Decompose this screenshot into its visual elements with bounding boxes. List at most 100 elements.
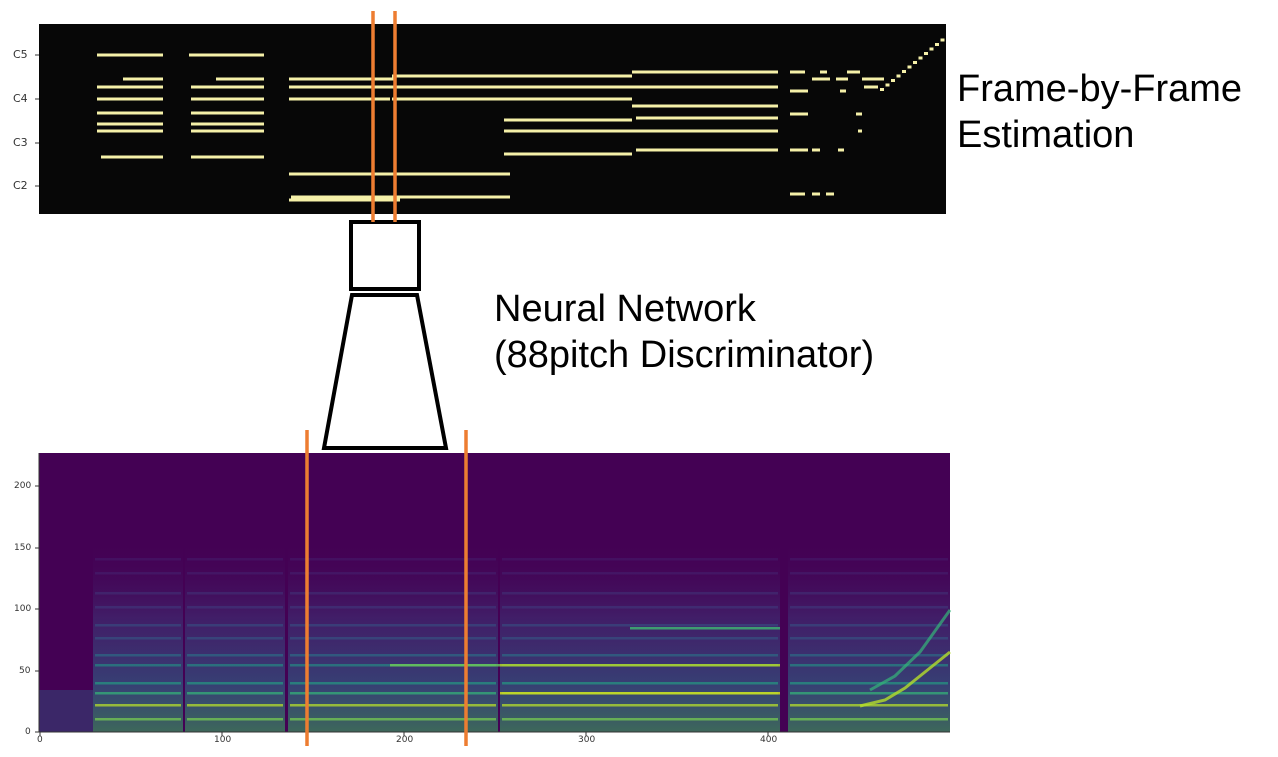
pianoroll-note bbox=[929, 47, 934, 51]
spectrogram-harmonic bbox=[187, 558, 283, 561]
pianoroll-note bbox=[636, 148, 778, 152]
spectrogram-harmonic bbox=[187, 664, 283, 667]
spectrogram-burst bbox=[288, 540, 498, 732]
spectrogram-ytick: 200 bbox=[14, 481, 32, 491]
pianoroll-note bbox=[891, 79, 895, 82]
spectrogram-burst bbox=[788, 540, 950, 732]
spectrogram-harmonic bbox=[500, 692, 780, 695]
spectrogram-chirp bbox=[859, 650, 951, 708]
spectrogram-harmonic bbox=[290, 654, 496, 657]
pianoroll-note bbox=[191, 129, 264, 133]
spectrogram-xtick: 100 bbox=[214, 735, 232, 745]
spectrogram-harmonic bbox=[95, 624, 181, 627]
spectrogram-harmonic bbox=[290, 704, 496, 707]
spectrogram-harmonic bbox=[290, 718, 496, 721]
spectrogram-harmonic bbox=[290, 572, 496, 575]
spectrogram-harmonic bbox=[95, 637, 181, 640]
pianoroll-note bbox=[291, 195, 510, 199]
spectrogram-ytick: 0 bbox=[25, 727, 31, 737]
spectrogram-xtick: 400 bbox=[760, 735, 778, 745]
pianoroll-note bbox=[191, 97, 264, 101]
spectrogram-harmonic bbox=[95, 718, 181, 721]
pianoroll-ytick: C5 bbox=[13, 48, 28, 61]
pianoroll-note bbox=[864, 85, 878, 89]
pianoroll-note bbox=[790, 112, 808, 116]
spectrogram-axes bbox=[35, 453, 950, 736]
spectrogram-ytick: 100 bbox=[14, 604, 32, 614]
spectrogram-burst bbox=[39, 690, 93, 732]
pianoroll-note bbox=[790, 192, 805, 196]
pianoroll-ytick: C3 bbox=[13, 136, 28, 149]
spectrogram-harmonic bbox=[290, 624, 496, 627]
spectrogram-harmonic bbox=[95, 692, 181, 695]
spectrogram-harmonic bbox=[790, 664, 948, 667]
pianoroll-panel bbox=[35, 24, 946, 214]
spectrogram-harmonic bbox=[290, 592, 496, 595]
neural-network-label: Neural Network (88pitch Discriminator) bbox=[494, 286, 874, 378]
pianoroll-note bbox=[896, 74, 901, 78]
spectrogram-harmonic bbox=[390, 664, 500, 667]
spectrogram-harmonic bbox=[290, 558, 496, 561]
spectrogram-bursts bbox=[39, 540, 950, 732]
pianoroll-note bbox=[885, 83, 890, 87]
frame-by-frame-line-1: Frame-by-Frame bbox=[957, 68, 1243, 110]
pianoroll-note bbox=[289, 97, 390, 101]
spectrogram-harmonic bbox=[187, 637, 283, 640]
pianoroll-note bbox=[862, 77, 884, 81]
spectrogram-harmonic bbox=[187, 718, 283, 721]
pianoroll-note bbox=[97, 129, 163, 133]
spectrogram-harmonic bbox=[790, 624, 948, 627]
spectrogram-harmonic bbox=[187, 606, 283, 609]
spectrogram-xtick: 0 bbox=[37, 735, 43, 745]
pianoroll-note bbox=[97, 53, 163, 57]
pianoroll-note bbox=[504, 152, 632, 156]
spectrogram-harmonic bbox=[187, 624, 283, 627]
pianoroll-note bbox=[191, 111, 264, 115]
spectrogram-harmonic bbox=[502, 682, 778, 685]
spectrogram-ytick: 50 bbox=[19, 666, 31, 676]
network-output-box bbox=[349, 220, 421, 291]
pianoroll-note bbox=[191, 85, 264, 89]
spectrogram-harmonic bbox=[187, 682, 283, 685]
pianoroll-note bbox=[836, 77, 848, 81]
spectrogram-panel bbox=[35, 453, 952, 736]
pianoroll-note bbox=[880, 88, 884, 91]
pianoroll-note bbox=[812, 77, 830, 81]
neural-network-line-1: Neural Network bbox=[494, 288, 756, 330]
pianoroll-note bbox=[902, 70, 906, 73]
spectrogram-harmonic bbox=[187, 572, 283, 575]
spectrogram-harmonic bbox=[95, 682, 181, 685]
spectrogram-harmonic bbox=[95, 664, 181, 667]
pianoroll-note bbox=[632, 104, 778, 108]
pianoroll-note bbox=[97, 85, 163, 89]
frame-by-frame-label: Frame-by-Frame Estimation bbox=[957, 66, 1242, 158]
pianoroll-note bbox=[840, 89, 846, 93]
pianoroll-note bbox=[812, 192, 820, 196]
pianoroll-note bbox=[392, 74, 632, 78]
spectrogram-harmonic bbox=[630, 627, 780, 630]
spectrogram-harmonic bbox=[290, 606, 496, 609]
frame-by-frame-line-2: Estimation bbox=[957, 114, 1135, 156]
pianoroll-note bbox=[858, 129, 862, 133]
spectrogram-harmonic bbox=[502, 572, 778, 575]
spectrogram-chirp bbox=[869, 609, 952, 692]
spectrogram-burst bbox=[93, 540, 183, 732]
pianoroll-note bbox=[907, 65, 912, 69]
pianoroll-note bbox=[216, 77, 264, 81]
pianoroll-note bbox=[790, 70, 805, 74]
spectrogram-harmonic bbox=[502, 606, 778, 609]
pianoroll-ytick: C4 bbox=[13, 92, 28, 105]
pianoroll-note bbox=[392, 85, 632, 89]
pianoroll-note bbox=[289, 85, 395, 89]
spectrogram-harmonic bbox=[95, 654, 181, 657]
window-markers bbox=[305, 11, 468, 746]
spectrogram-harmonic bbox=[790, 606, 948, 609]
pianoroll-note bbox=[918, 56, 923, 60]
pianoroll-note bbox=[101, 155, 163, 159]
spectrogram-harmonic bbox=[500, 664, 780, 667]
pianoroll-note bbox=[191, 155, 264, 159]
pianoroll-note bbox=[790, 148, 808, 152]
pianoroll-note bbox=[191, 122, 264, 126]
spectrogram-harmonic bbox=[187, 704, 283, 707]
pianoroll-note bbox=[289, 172, 510, 176]
